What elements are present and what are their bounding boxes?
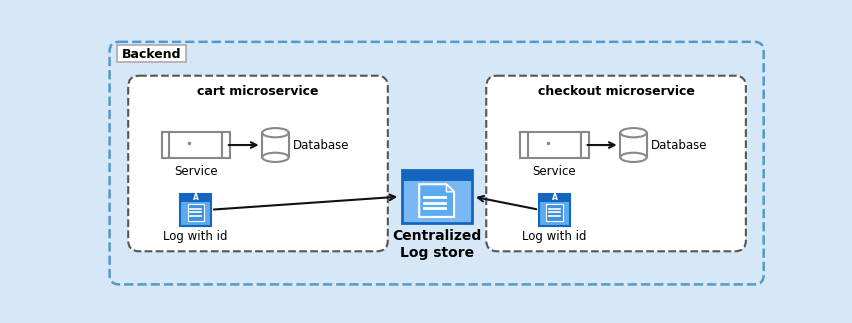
FancyBboxPatch shape <box>128 76 388 251</box>
Text: Backend: Backend <box>122 48 181 61</box>
Bar <box>521 132 528 158</box>
Text: Service: Service <box>174 165 217 178</box>
FancyBboxPatch shape <box>486 76 746 251</box>
Bar <box>402 171 471 181</box>
Text: Log with id: Log with id <box>164 230 227 243</box>
FancyBboxPatch shape <box>546 204 562 221</box>
Bar <box>581 132 589 158</box>
FancyBboxPatch shape <box>110 42 763 284</box>
Bar <box>170 132 222 158</box>
Text: Database: Database <box>292 139 349 151</box>
Bar <box>539 193 570 202</box>
Bar <box>180 193 211 202</box>
Bar <box>162 132 170 158</box>
Bar <box>118 45 186 62</box>
Polygon shape <box>419 184 454 217</box>
Bar <box>180 193 211 226</box>
Bar <box>528 132 581 158</box>
Text: Centralized
Log store: Centralized Log store <box>392 229 481 260</box>
Ellipse shape <box>262 128 289 137</box>
Text: checkout microservice: checkout microservice <box>538 85 694 98</box>
Bar <box>539 202 570 226</box>
Polygon shape <box>446 184 454 192</box>
Text: Service: Service <box>532 165 576 178</box>
Bar <box>539 193 570 226</box>
Bar <box>222 132 230 158</box>
Ellipse shape <box>620 128 647 137</box>
Bar <box>180 202 211 226</box>
Bar <box>402 171 471 223</box>
Text: cart microservice: cart microservice <box>198 85 319 98</box>
FancyBboxPatch shape <box>187 204 204 221</box>
Text: A: A <box>551 193 557 203</box>
Ellipse shape <box>262 153 289 162</box>
Text: Database: Database <box>651 139 707 151</box>
Bar <box>262 133 289 157</box>
Ellipse shape <box>620 153 647 162</box>
Text: A: A <box>193 193 199 203</box>
Bar <box>620 133 647 157</box>
Text: Log with id: Log with id <box>522 230 587 243</box>
Bar <box>402 181 471 223</box>
